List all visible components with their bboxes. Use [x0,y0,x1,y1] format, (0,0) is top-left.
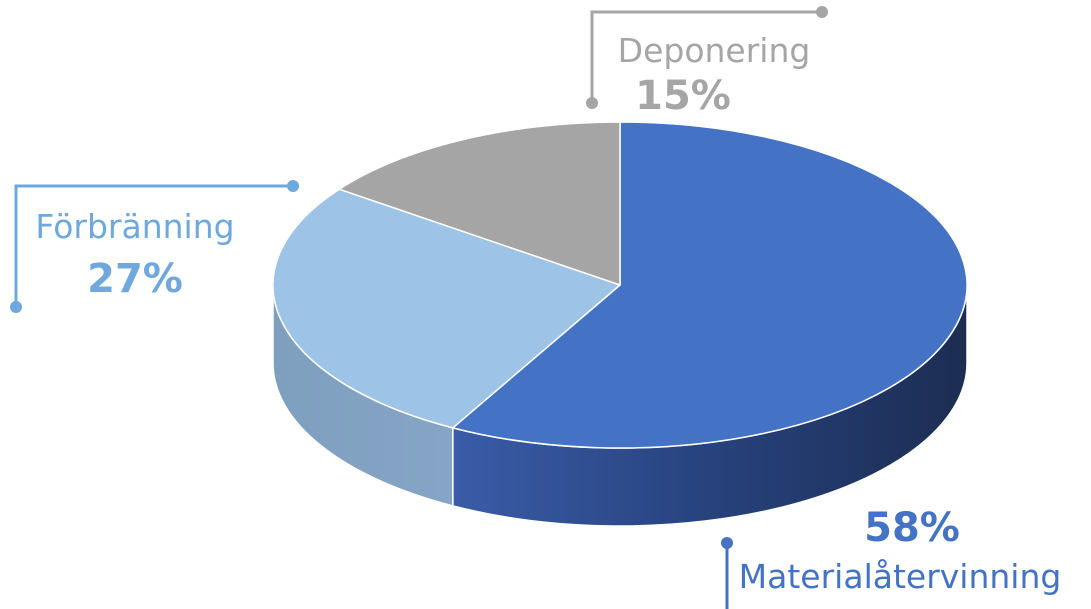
pie-slice-forbranning [272,188,621,429]
callout-materialatervinning: 58% Materialåtervinning [721,505,1061,609]
pie-slice-deponering [338,121,621,286]
leader-dot-materialatervinning [721,537,733,549]
label-deponering-name: Deponering [618,31,811,70]
label-forbranning-name: Förbränning [35,207,234,246]
leader-dot-deponering-end [816,6,828,18]
leader-dot-deponering [586,97,598,109]
callout-forbranning: Förbränning 27% [10,180,299,313]
callout-deponering: Deponering 15% [586,6,828,119]
label-materialatervinning-value: 58% [864,505,960,551]
leader-dot-forbranning [10,301,22,313]
leader-line-deponering [590,10,822,103]
label-deponering-value: 15% [635,73,731,119]
label-materialatervinning-name: Materialåtervinning [739,557,1062,596]
leader-dot-forbranning-end [287,180,299,192]
leader-line-forbranning [14,184,293,307]
pie-slice-materialatervinning [452,121,968,449]
label-forbranning-value: 27% [87,256,183,302]
